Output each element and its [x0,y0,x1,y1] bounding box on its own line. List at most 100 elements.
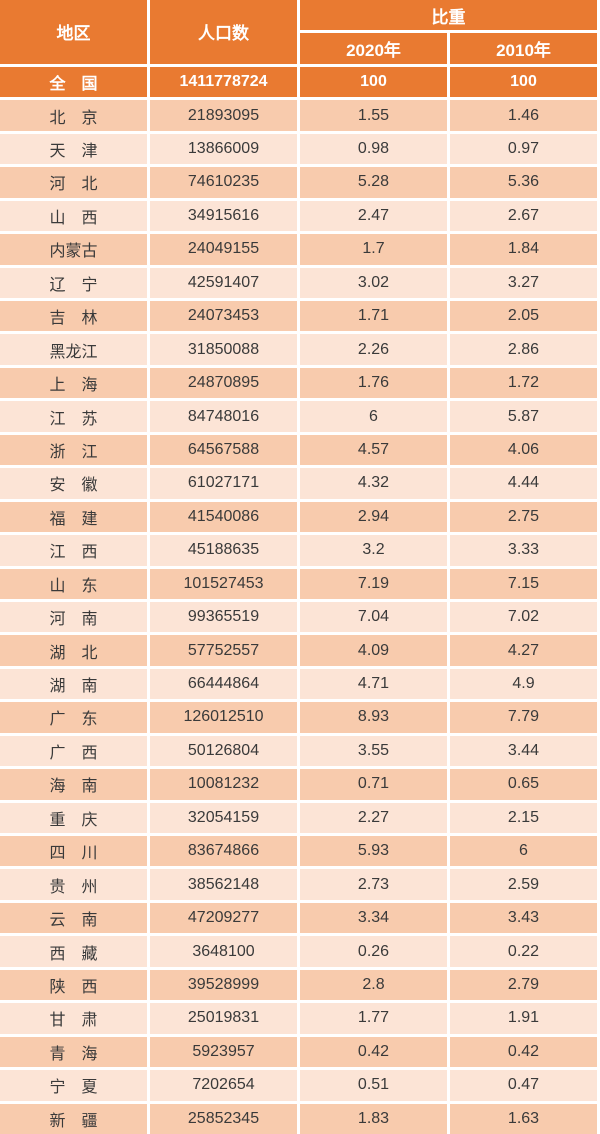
share-2010-cell: 7.02 [450,601,597,633]
region-cell: 北 京 [0,100,147,131]
total-share-2010-cell: 100 [450,66,597,98]
region-cell: 广 东 [0,702,147,733]
region-cell: 天 津 [0,133,147,165]
region-cell: 山 西 [0,200,147,232]
share-2020-cell: 3.02 [300,267,447,298]
population-cell: 126012510 [150,702,297,733]
region-cell: 宁 夏 [0,1070,147,1101]
share-2020-cell: 3.2 [300,535,447,566]
population-cell: 57752557 [150,635,297,666]
region-cell: 湖 南 [0,668,147,700]
total-population-cell: 1411778724 [150,66,297,98]
region-cell: 西 藏 [0,936,147,967]
region-cell: 重 庆 [0,802,147,834]
share-2010-cell: 3.33 [450,535,597,566]
share-2020-cell: 7.04 [300,601,447,633]
population-cell: 25019831 [150,1003,297,1034]
region-cell: 黑龙江 [0,334,147,365]
share-2010-cell: 1.91 [450,1003,597,1034]
population-cell: 99365519 [150,601,297,633]
share-2020-cell: 1.71 [300,300,447,332]
share-2010-cell: 0.47 [450,1070,597,1101]
population-cell: 66444864 [150,668,297,700]
share-2020-cell: 4.57 [300,434,447,466]
share-2010-cell: 0.65 [450,769,597,800]
share-2010-cell: 6 [450,836,597,867]
share-2020-cell: 2.47 [300,200,447,232]
region-cell: 广 西 [0,735,147,767]
population-cell: 39528999 [150,969,297,1001]
population-cell: 5923957 [150,1036,297,1068]
share-2010-cell: 0.97 [450,133,597,165]
region-cell: 内蒙古 [0,234,147,265]
region-cell: 山 东 [0,568,147,599]
share-2020-cell: 0.71 [300,769,447,800]
share-2020-cell: 3.55 [300,735,447,767]
region-cell: 青 海 [0,1036,147,1068]
population-cell: 24073453 [150,300,297,332]
population-cell: 47209277 [150,902,297,934]
share-2020-cell: 1.76 [300,367,447,399]
population-cell: 21893095 [150,100,297,131]
share-2020-cell: 0.51 [300,1070,447,1101]
total-share-2020-cell: 100 [300,66,447,98]
population-cell: 24049155 [150,234,297,265]
share-2010-cell: 3.27 [450,267,597,298]
region-cell: 浙 江 [0,434,147,466]
population-cell: 31850088 [150,334,297,365]
share-2010-cell: 2.15 [450,802,597,834]
share-2020-cell: 2.94 [300,501,447,533]
share-2010-cell: 5.87 [450,401,597,432]
share-2010-cell: 2.79 [450,969,597,1001]
population-cell: 64567588 [150,434,297,466]
region-cell: 辽 宁 [0,267,147,298]
population-cell: 34915616 [150,200,297,232]
share-2020-cell: 4.71 [300,668,447,700]
population-cell: 32054159 [150,802,297,834]
share-2010-cell: 3.43 [450,902,597,934]
share-2020-cell: 1.7 [300,234,447,265]
share-2010-cell: 4.27 [450,635,597,666]
population-cell: 50126804 [150,735,297,767]
share-2020-cell: 7.19 [300,568,447,599]
share-2010-cell: 2.75 [450,501,597,533]
share-2010-cell: 4.44 [450,468,597,499]
share-2010-cell: 2.67 [450,200,597,232]
population-cell: 84748016 [150,401,297,432]
population-cell: 3648100 [150,936,297,967]
share-2020-cell: 4.32 [300,468,447,499]
region-cell: 贵 州 [0,869,147,900]
share-2020-cell: 2.27 [300,802,447,834]
share-2010-cell: 4.9 [450,668,597,700]
population-cell: 24870895 [150,367,297,399]
region-cell: 江 苏 [0,401,147,432]
share-2010-cell: 5.36 [450,167,597,198]
share-2010-cell: 0.22 [450,936,597,967]
share-2010-cell: 1.63 [450,1103,597,1134]
share-2020-cell: 2.73 [300,869,447,900]
share-2010-cell: 1.84 [450,234,597,265]
share-2010-cell: 2.05 [450,300,597,332]
population-cell: 25852345 [150,1103,297,1134]
region-cell: 安 徽 [0,468,147,499]
share-2010-cell: 2.86 [450,334,597,365]
region-cell: 上 海 [0,367,147,399]
region-cell: 湖 北 [0,635,147,666]
share-2010-cell: 4.06 [450,434,597,466]
share-2020-cell: 0.26 [300,936,447,967]
share-2010-cell: 2.59 [450,869,597,900]
region-cell: 云 南 [0,902,147,934]
population-cell: 101527453 [150,568,297,599]
population-cell: 42591407 [150,267,297,298]
region-cell: 河 南 [0,601,147,633]
share-2020-cell: 5.93 [300,836,447,867]
share-2010-cell: 1.46 [450,100,597,131]
region-cell: 新 疆 [0,1103,147,1134]
header-population: 人口数 [150,0,297,64]
share-2020-cell: 4.09 [300,635,447,666]
header-region: 地区 [0,0,147,64]
header-proportion: 比重 [300,0,597,31]
population-cell: 61027171 [150,468,297,499]
header-year-2010: 2010年 [450,33,597,64]
share-2020-cell: 2.26 [300,334,447,365]
